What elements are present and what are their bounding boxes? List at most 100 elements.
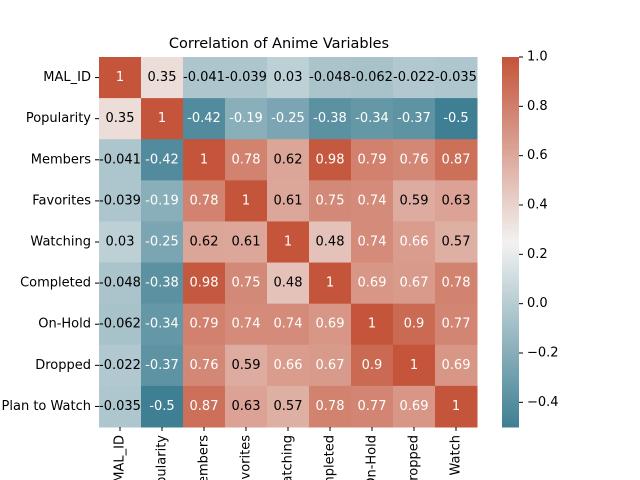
heatmap-cell [225, 57, 268, 99]
cell-label: -0.041 [183, 70, 225, 85]
cell-label: 0.69 [316, 317, 345, 332]
colorbar-step [502, 362, 519, 366]
colorbar-step [502, 269, 519, 274]
heatmap-cell [393, 139, 436, 181]
cell-label: 0.78 [232, 152, 261, 167]
heatmap-cell [309, 57, 352, 99]
colorbar-step [502, 177, 519, 181]
heatmap-cell [351, 98, 394, 140]
colorbar-step [502, 377, 519, 382]
heatmap-cell [141, 139, 184, 181]
colorbar-step [502, 106, 519, 110]
colorbar-step [502, 174, 519, 178]
colorbar-step [502, 356, 519, 360]
colorbar-step [502, 245, 519, 249]
colorbar-step [502, 97, 519, 101]
colorbar-step [502, 353, 519, 357]
x-tick-label: Completed [323, 435, 338, 480]
x-tick-label: MAL_ID [113, 435, 128, 480]
chart-title: Correlation of Anime Variables [169, 36, 389, 52]
colorbar-tick-label: −0.4 [527, 395, 559, 410]
colorbar-step [502, 66, 519, 70]
cell-label: 0.66 [274, 358, 303, 373]
colorbar-tick-label: 1.0 [527, 50, 548, 65]
colorbar-step [502, 393, 519, 397]
cell-label: 0.57 [274, 399, 303, 414]
heatmap-cell [309, 180, 352, 222]
colorbar-step [502, 340, 519, 345]
colorbar-step [502, 396, 519, 400]
heatmap-cell [309, 344, 352, 387]
cell-label: -0.42 [145, 152, 179, 167]
colorbar-step [502, 312, 519, 317]
heatmap-cell [99, 344, 142, 387]
colorbar-step [502, 380, 519, 385]
x-tick-label: Members [197, 435, 212, 480]
colorbar-step [502, 189, 519, 194]
heatmap-cell [183, 344, 226, 387]
cell-label: -0.34 [355, 111, 389, 126]
cell-label: 0.69 [358, 276, 387, 291]
heatmap-cell [393, 221, 436, 264]
heatmap-cell [351, 262, 394, 305]
heatmap-cell [183, 262, 226, 305]
colorbar-step [502, 263, 519, 268]
colorbar-tick-label: −0.2 [527, 346, 559, 361]
heatmap-cell [351, 139, 394, 181]
colorbar-step [502, 140, 519, 144]
colorbar-step [502, 251, 519, 255]
heatmap-cell [435, 57, 478, 99]
cell-label: 0.61 [274, 193, 303, 208]
heatmap-cell [309, 303, 352, 346]
colorbar-step [502, 285, 519, 289]
y-tick-label: MAL_ID [43, 70, 91, 85]
heatmap-cell [267, 262, 310, 305]
colorbar-step [502, 346, 519, 351]
colorbar-step [502, 316, 519, 320]
colorbar-step [502, 257, 519, 261]
colorbar-tick-label: 0.2 [527, 247, 548, 262]
cell-label: 0.57 [442, 235, 471, 250]
heatmap-cell [435, 180, 478, 222]
cell-label: 0.48 [316, 235, 345, 250]
colorbar-step [502, 87, 519, 92]
cell-label: -0.38 [313, 111, 347, 126]
heatmap-cell [267, 180, 310, 222]
colorbar-step [502, 161, 519, 166]
x-tick-label: On-Hold [365, 435, 380, 480]
cell-label: -0.062 [99, 317, 141, 332]
heatmap-cell [393, 344, 436, 387]
cell-label: 0.66 [400, 235, 429, 250]
colorbar-step [502, 127, 519, 132]
colorbar-step [502, 368, 519, 372]
cell-label: -0.048 [309, 70, 351, 85]
cell-label: 0.48 [274, 276, 303, 291]
cell-label: -0.041 [99, 152, 141, 167]
cell-label: -0.039 [225, 70, 267, 85]
cell-label: 1 [452, 399, 460, 414]
heatmap-cell [267, 344, 310, 387]
colorbar-step [502, 374, 519, 379]
heatmap-cell [309, 139, 352, 181]
heatmap-cell [99, 262, 142, 305]
heatmap-cell [267, 139, 310, 181]
cell-label: -0.035 [99, 399, 141, 414]
colorbar-step [502, 60, 519, 64]
colorbar-step [502, 195, 519, 200]
heatmap-cell [99, 180, 142, 222]
cell-label: 0.74 [274, 317, 303, 332]
heatmap-cell [141, 98, 184, 140]
colorbar-step [502, 297, 519, 302]
heatmap-cell [351, 57, 394, 99]
colorbar-step [502, 118, 519, 123]
colorbar-step [502, 309, 519, 314]
colorbar-tick-label: 0.8 [527, 99, 548, 114]
colorbar-step [502, 405, 519, 409]
colorbar-step [502, 109, 519, 113]
heatmap-cell [309, 98, 352, 140]
colorbar-step [502, 420, 519, 425]
cell-label: 0.79 [190, 317, 219, 332]
colorbar-step [502, 137, 519, 141]
cell-label: 0.79 [358, 152, 387, 167]
